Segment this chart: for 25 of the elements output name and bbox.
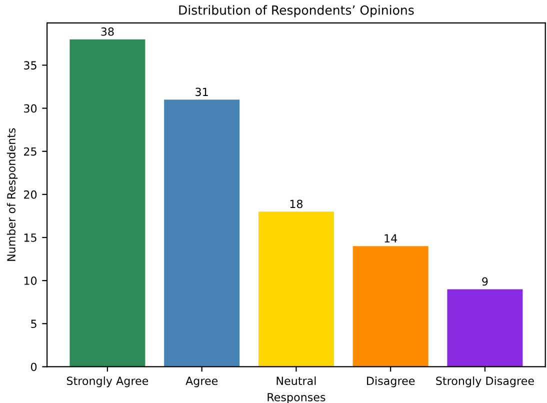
x-tick-label: Strongly Disagree [436,376,534,388]
bar [70,39,146,367]
y-tick-label: 10 [24,276,37,285]
y-tick-label: 30 [24,104,37,113]
x-tick-label: Agree [186,376,218,388]
y-tick-label: 25 [24,147,36,156]
data-label: 31 [196,88,208,96]
y-tick-label: 35 [24,61,36,70]
data-label: 18 [290,200,303,208]
y-tick-label: 20 [24,190,37,199]
x-tick-label: Neutral [276,376,316,386]
bar [258,212,334,367]
bar [164,100,240,367]
data-label: 9 [482,277,488,286]
data-label: 38 [101,27,114,36]
x-tick-label: Strongly Agree [66,376,148,388]
chart-title: Distribution of Respondents’ Opinions [179,5,414,18]
y-axis-title: Number of Respondents [6,128,18,261]
bar [352,246,428,367]
bar [447,289,523,367]
x-tick-label: Disagree [367,376,415,388]
y-tick-label: 0 [30,362,37,372]
data-label: 14 [384,234,398,242]
y-tick-label: 15 [24,234,36,242]
y-tick-label: 5 [31,320,36,328]
